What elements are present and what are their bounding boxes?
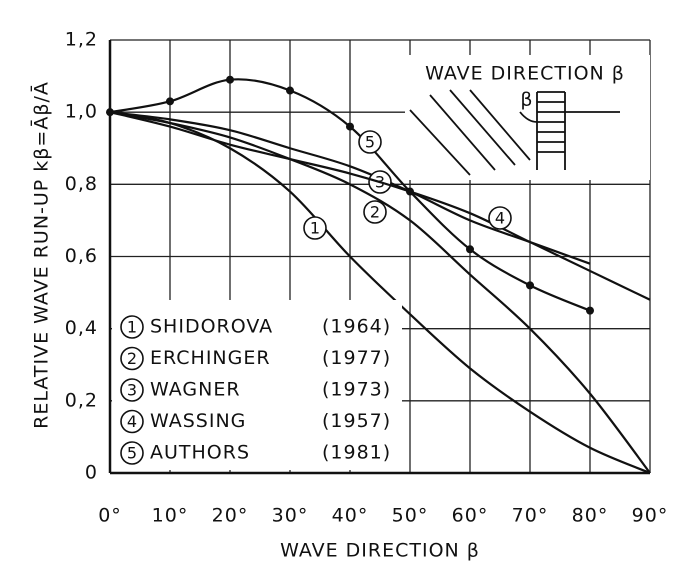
legend-name: AUTHORS: [150, 442, 250, 464]
inset-symbol: β: [520, 89, 533, 111]
data-point: [286, 87, 294, 95]
legend-year: (1957): [322, 410, 391, 432]
x-tick-label: 0°: [98, 505, 122, 527]
legend-number: 3: [127, 381, 137, 400]
x-tick-label: 30°: [272, 505, 309, 527]
legend-number: 1: [127, 318, 137, 337]
y-axis-title: RELATIVE WAVE RUN-UP kβ=Āβ/Ā: [29, 81, 53, 429]
y-tick-label: 0,6: [65, 245, 98, 267]
y-tick-label: 0,2: [65, 389, 98, 411]
inset-title: WAVE DIRECTION β: [425, 63, 625, 85]
x-tick-label: 20°: [212, 505, 249, 527]
curve-label: 2: [370, 203, 380, 222]
data-point: [346, 123, 354, 131]
data-point: [406, 188, 414, 196]
x-tick-label: 50°: [392, 505, 429, 527]
legend-year: (1977): [322, 347, 391, 369]
legend-number: 5: [127, 444, 137, 463]
x-tick-label: 10°: [152, 505, 189, 527]
x-tick-label: 90°: [632, 505, 669, 527]
x-tick-label: 80°: [572, 505, 609, 527]
legend-year: (1964): [322, 316, 391, 338]
data-point: [586, 307, 594, 315]
data-point: [526, 281, 534, 289]
data-point: [166, 97, 174, 105]
curve-label: 5: [365, 133, 375, 152]
data-point: [466, 245, 474, 253]
y-tick-label: 0: [85, 462, 98, 484]
x-tick-label: 70°: [512, 505, 549, 527]
legend-number: 2: [127, 349, 137, 368]
legend-name: ERCHINGER: [150, 347, 271, 369]
x-tick-label: 60°: [452, 505, 489, 527]
legend-name: WAGNER: [150, 379, 241, 401]
curve-label: 4: [495, 209, 505, 228]
chart: 1 2 3 4 5 WAVE DIRECTION β β 1 SHIDOROVA (1964…: [0, 0, 692, 568]
legend-year: (1981): [322, 442, 391, 464]
curve-label: 1: [310, 219, 320, 238]
legend-number: 4: [127, 412, 137, 431]
legend-name: WASSING: [150, 410, 246, 432]
x-axis-title: WAVE DIRECTION β: [280, 540, 480, 562]
y-tick-label: 0,8: [65, 173, 98, 195]
legend-year: (1973): [322, 379, 391, 401]
y-tick-label: 1,2: [65, 29, 98, 51]
data-point: [226, 76, 234, 84]
y-tick-label: 0,4: [65, 317, 98, 339]
y-tick-label: 1,0: [65, 101, 98, 123]
legend-name: SHIDOROVA: [150, 316, 273, 338]
x-tick-label: 40°: [332, 505, 369, 527]
